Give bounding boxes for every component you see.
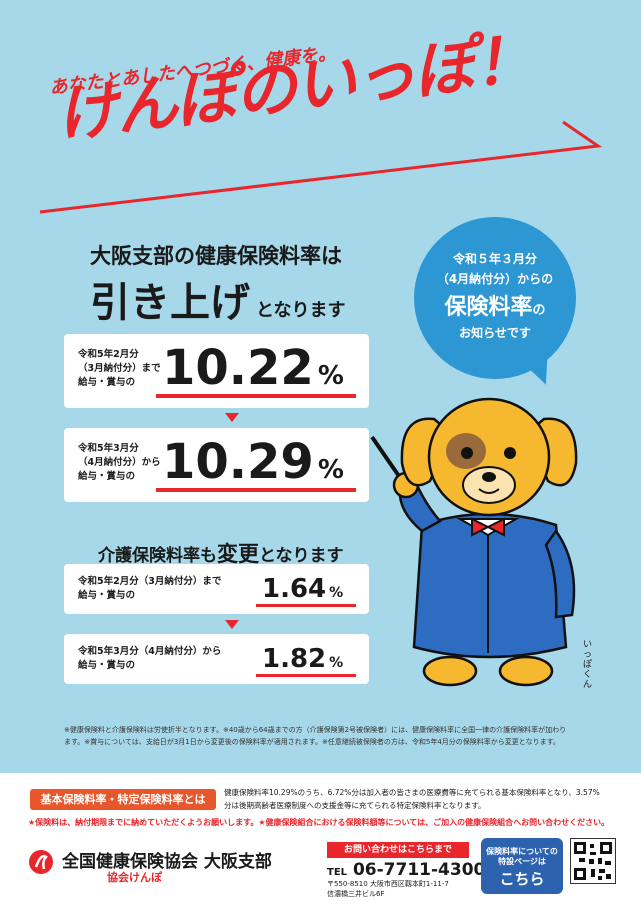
tel-prefix: TEL (327, 867, 348, 878)
kaigo-card-after: 令和5年3月分（4月納付分）から 給与・賞与の 1.82% (64, 634, 369, 684)
kaigo-label-line: 令和5年3月分（4月納付分）から (78, 646, 222, 657)
contact-label: お問い合わせはこちらまで (327, 842, 469, 858)
rate-card-label: 令和5年3月分 （4月納付分）から 給与・賞与の (78, 442, 161, 484)
organization-subname: 協会けんぽ (107, 871, 162, 884)
poster-top-area: あなたとあしたへつづく、健康を。 けんぽのいっぽ！ 令和５年３月分 （4月納付分… (0, 0, 641, 773)
rate-card-after: 令和5年3月分 （4月納付分）から 給与・賞与の 10.29% (64, 428, 369, 502)
mascot-name: いっぽくん (583, 640, 593, 690)
kaigo-heading-emphasis: 変更 (217, 542, 259, 566)
telephone[interactable]: TEL 06-7711-4300 (327, 860, 485, 880)
kaigo-label-line: 給与・賞与の (78, 660, 136, 671)
arrow-down-icon (225, 620, 239, 629)
note-line: ます。※賞与については、支給日が3月1日から変更後の保険料率が適用されます。※任… (64, 738, 560, 746)
special-line3: こちら (499, 870, 545, 888)
kaigo-heading-pre: 介護保険料率も (98, 546, 217, 566)
rate-unit: % (317, 361, 344, 391)
tel-number[interactable]: 06-7711-4300 (352, 860, 486, 880)
rate-value: 10.22% (162, 340, 344, 396)
basic-desc-line: 健康保険料率10.29%のうち、6.72%分は加入者の皆さまの医療費等に充てられ… (224, 788, 600, 797)
kaigo-number: 1.64 (262, 574, 327, 604)
notes: ※健康保険料と介護保険料は労使折半となります。※40歳から64歳までの方（介護保… (64, 724, 594, 748)
kaigo-heading-post: となります (259, 546, 344, 566)
rate-value: 10.29% (162, 434, 344, 490)
kaigo-label-line: 令和5年2月分（3月納付分）まで (78, 576, 222, 587)
rate-label-line: 令和5年2月分 (78, 349, 139, 360)
rate-label-line: 給与・賞与の (78, 377, 136, 388)
kaigo-heading: 介護保険料率も変更となります (98, 538, 344, 568)
info-bubble: 令和５年３月分 （4月納付分）からの 保険料率の お知らせです (414, 217, 576, 379)
mascot-dog-illustration (370, 397, 578, 687)
rate-underline (156, 488, 356, 492)
kaigo-card-label: 令和5年3月分（4月納付分）から 給与・賞与の (78, 645, 221, 673)
rate-label-line: 令和5年3月分 (78, 443, 139, 454)
rate-underline (156, 394, 356, 398)
kaigo-value: 1.82% (262, 644, 343, 674)
note-line: ※健康保険料と介護保険料は労使折半となります。※40歳から64歳までの方（介護保… (64, 726, 567, 734)
headline-emphasis: 引き上げ (90, 280, 250, 326)
rate-unit: % (317, 455, 344, 485)
kaigo-unit: % (329, 655, 344, 671)
rate-card-before: 令和5年2月分 （3月納付分）まで 給与・賞与の 10.22% (64, 334, 369, 408)
rate-label-line: （4月納付分）から (78, 457, 161, 468)
kaigo-card-label: 令和5年2月分（3月納付分）まで 給与・賞与の (78, 575, 221, 603)
kyokai-logo-icon (29, 850, 53, 874)
organization-name: 全国健康保険協会 大阪支部 (62, 852, 272, 872)
special-page-link[interactable]: 保険料率についての 特設ページは こちら (481, 838, 563, 894)
bubble-date: 令和５年３月分 (452, 252, 537, 266)
headline-line1: 大阪支部の健康保険料率は (90, 244, 342, 268)
rate-label-line: 給与・賞与の (78, 471, 136, 482)
qr-code-icon[interactable] (570, 838, 616, 884)
bubble-date-sub: （4月納付分）からの (436, 272, 554, 286)
rate-label-line: （3月納付分）まで (78, 363, 161, 374)
address-line1: 〒550-8510 大阪市西区靱本町1-11-7 (327, 880, 449, 888)
kaigo-value: 1.64% (262, 574, 343, 604)
rate-number: 10.29 (162, 434, 314, 490)
headline-line2: 引き上げ となります (90, 270, 345, 328)
bubble-notice: お知らせです (459, 326, 531, 340)
kaigo-label-line: 給与・賞与の (78, 590, 136, 601)
headline-suffix: となります (256, 300, 346, 321)
basic-rate-label: 基本保険料率・特定保険料率とは (30, 789, 216, 810)
special-line1: 保険料率についての (486, 847, 558, 856)
kaigo-unit: % (329, 585, 344, 601)
basic-desc-line: 分は後期高齢者医療制度への支援金等に充てられる特定保険料率となります。 (224, 801, 486, 810)
kaigo-card-before: 令和5年2月分（3月納付分）まで 給与・賞与の 1.64% (64, 564, 369, 614)
payment-note: ★保険料は、納付期限までに納めていただくようお願いします。★健康保険組合における… (28, 818, 610, 827)
special-line2: 特設ページは (498, 857, 546, 866)
address-line2: 信濃橋三井ビル6F (327, 890, 385, 898)
bubble-rate-text: 保険料率 (444, 295, 533, 320)
arrow-down-icon (225, 413, 239, 422)
rate-number: 10.22 (162, 340, 314, 396)
bubble-rate-suffix: の (532, 303, 546, 318)
rate-card-label: 令和5年2月分 （3月納付分）まで 給与・賞与の (78, 348, 161, 390)
kaigo-number: 1.82 (262, 644, 327, 674)
kaigo-underline (256, 674, 356, 677)
title-underline-arrow (39, 120, 603, 214)
basic-rate-description: 健康保険料率10.29%のうち、6.72%分は加入者の皆さまの医療費等に充てられ… (224, 786, 614, 812)
kaigo-underline (256, 604, 356, 607)
bubble-rate: 保険料率の (414, 289, 576, 321)
